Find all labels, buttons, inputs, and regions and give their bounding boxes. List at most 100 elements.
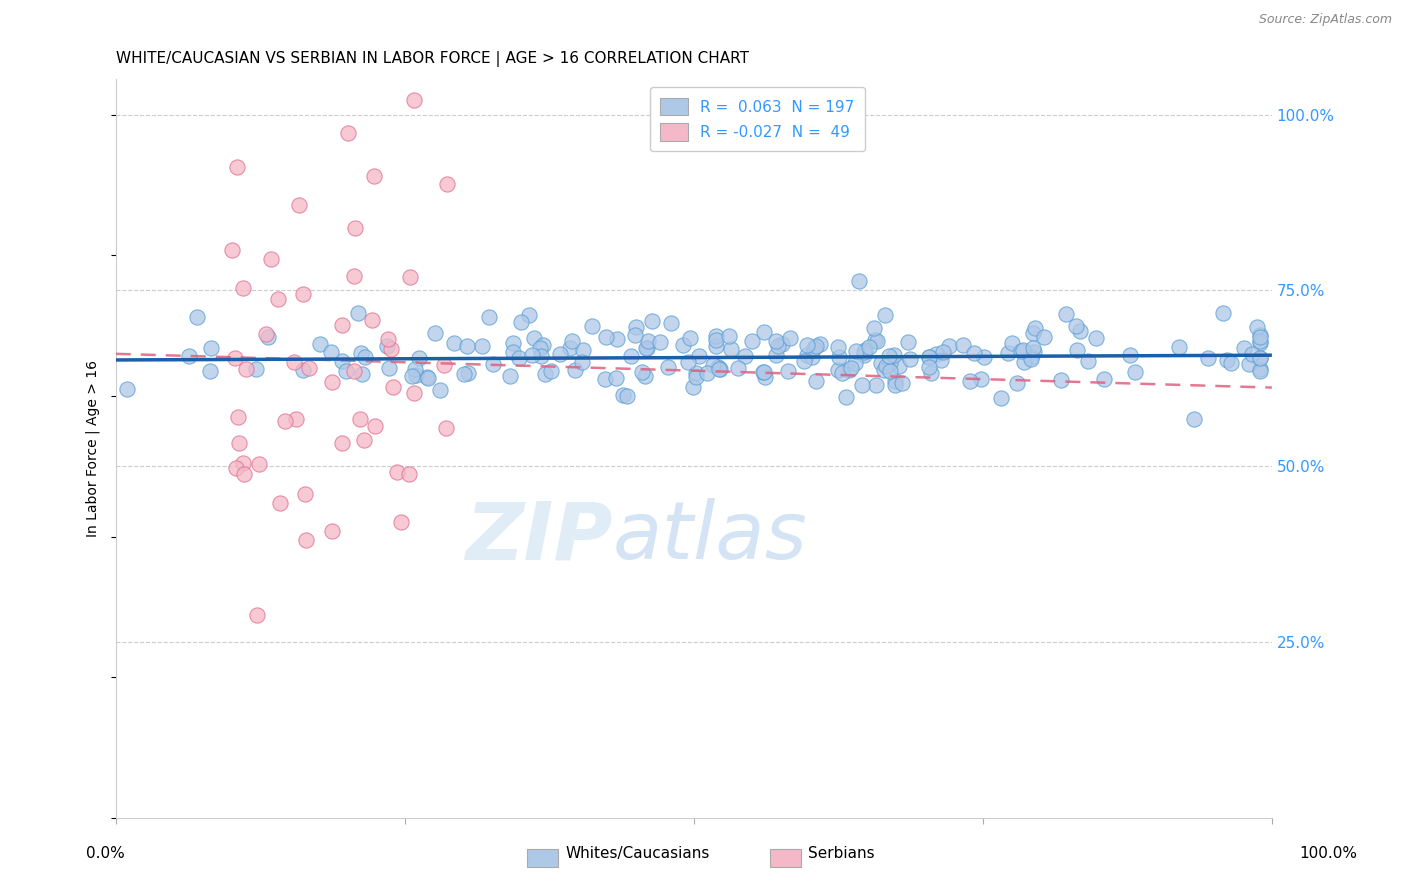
Point (801, 350, 824, 364)
Point (429, 384, 451, 398)
Point (520, 348, 543, 362)
Point (380, 342, 402, 356)
Point (838, 363, 860, 377)
Point (1019, 352, 1042, 367)
Point (502, 336, 524, 351)
Point (1216, 353, 1239, 368)
Point (389, 515, 412, 529)
Point (177, 349, 200, 363)
Point (619, 349, 641, 363)
Point (198, 364, 221, 378)
Point (387, 465, 409, 479)
Point (1249, 327, 1271, 342)
Point (877, 349, 900, 363)
Point (765, 348, 787, 362)
Point (432, 359, 454, 373)
Point (404, 361, 426, 376)
Point (1123, 365, 1146, 379)
Point (530, 349, 553, 363)
Point (734, 349, 756, 363)
Point (332, 436, 354, 450)
Point (970, 372, 993, 386)
Point (1212, 306, 1234, 320)
Point (200, 342, 222, 356)
Point (866, 334, 889, 348)
Point (350, 346, 373, 360)
Point (1219, 356, 1241, 370)
Point (1119, 348, 1142, 362)
Point (808, 336, 831, 351)
Point (990, 391, 1012, 405)
Point (1010, 344, 1032, 359)
Point (891, 376, 914, 390)
Point (768, 339, 790, 353)
Point (1168, 341, 1191, 355)
Point (803, 341, 825, 355)
Point (1064, 318, 1087, 333)
Point (225, 461, 247, 475)
Point (793, 354, 815, 368)
Point (1092, 372, 1115, 386)
Point (285, 411, 308, 425)
Point (685, 369, 707, 384)
Point (343, 268, 366, 283)
Point (228, 435, 250, 450)
Point (267, 292, 290, 306)
Point (529, 341, 551, 355)
Point (540, 364, 562, 378)
Point (897, 334, 920, 349)
Point (727, 361, 749, 376)
Point (709, 362, 731, 376)
Point (900, 351, 922, 366)
Point (1197, 351, 1219, 365)
Point (232, 467, 254, 481)
Point (377, 332, 399, 346)
Point (254, 327, 277, 342)
Point (353, 433, 375, 447)
Point (634, 369, 657, 384)
Point (398, 269, 420, 284)
Point (245, 361, 267, 376)
Point (523, 331, 546, 345)
Point (616, 389, 638, 403)
Point (612, 387, 634, 401)
Point (997, 345, 1019, 359)
Point (347, 306, 370, 320)
Point (796, 338, 818, 352)
Point (858, 340, 880, 354)
Point (704, 339, 727, 353)
Point (232, 281, 254, 295)
Point (1077, 354, 1099, 368)
Point (1249, 362, 1271, 376)
Point (1032, 330, 1054, 344)
Y-axis label: In Labor Force | Age > 16: In Labor Force | Age > 16 (86, 360, 100, 537)
Point (659, 316, 682, 330)
Point (828, 351, 851, 365)
Point (381, 380, 404, 394)
Point (228, 410, 250, 425)
Point (702, 359, 724, 373)
Point (1182, 412, 1205, 426)
Point (717, 328, 740, 343)
Point (827, 363, 849, 377)
Point (853, 345, 876, 359)
Point (606, 332, 628, 346)
Point (405, 368, 427, 382)
Point (349, 411, 371, 425)
Point (1022, 341, 1045, 355)
Point (648, 334, 671, 349)
Point (637, 334, 659, 348)
Point (416, 370, 439, 384)
Point (676, 354, 699, 368)
Point (295, 533, 318, 547)
Point (418, 371, 440, 385)
Point (827, 340, 849, 354)
Point (605, 370, 627, 384)
Point (477, 310, 499, 325)
Point (1249, 351, 1271, 366)
Point (707, 362, 730, 376)
Point (1249, 329, 1271, 343)
Point (631, 365, 654, 379)
Point (636, 341, 658, 355)
Point (624, 319, 647, 334)
